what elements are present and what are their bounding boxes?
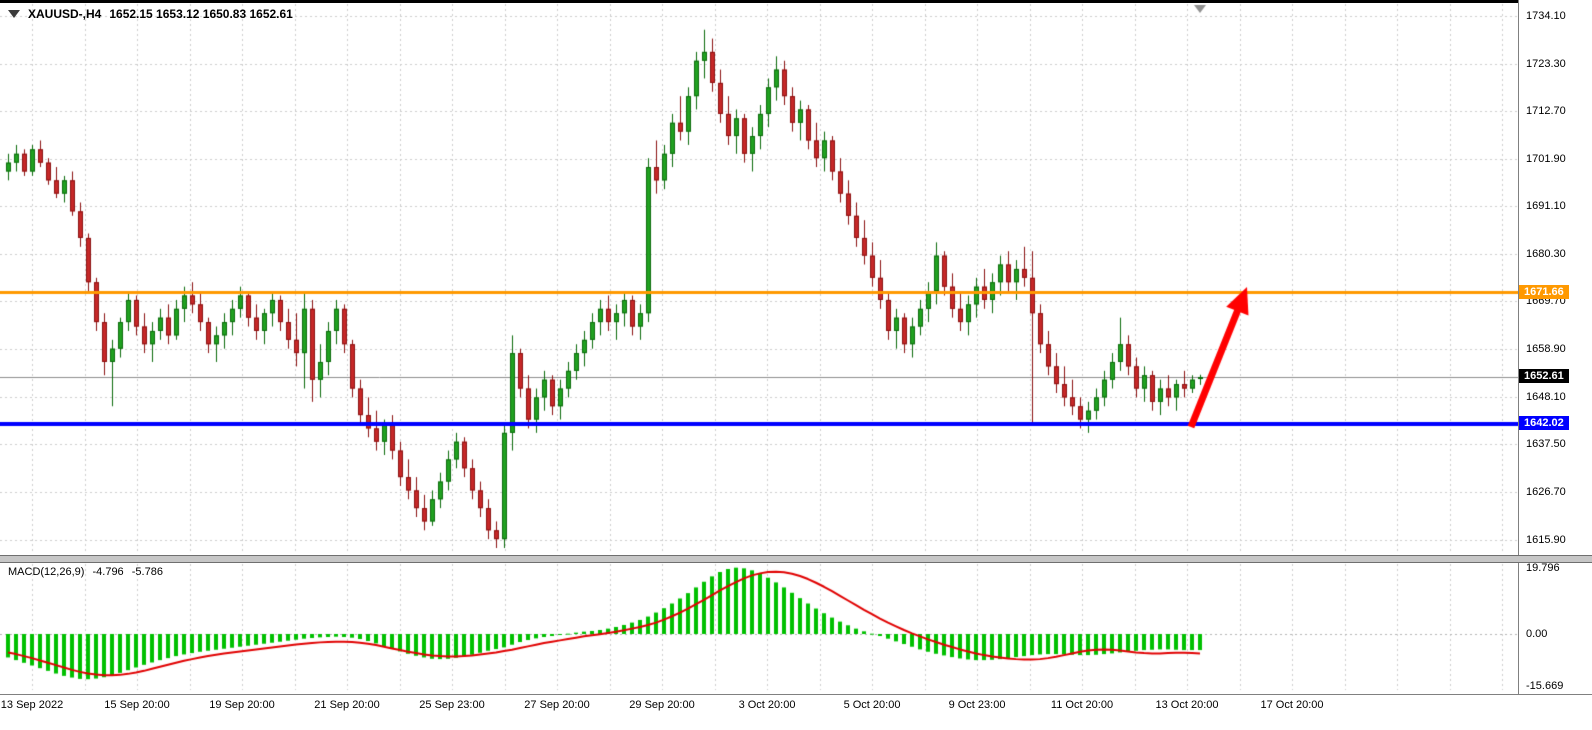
price-tick-label: 1723.30 [1526,57,1566,70]
ohlc-values: 1652.15 1653.12 1650.83 1652.61 [109,7,293,21]
time-tick-label: 21 Sep 20:00 [314,699,380,711]
panel-splitter[interactable] [0,555,1592,563]
time-tick-label: 3 Oct 20:00 [738,699,796,711]
time-axis[interactable]: 13 Sep 2022 15 Sep 20:00 19 Sep 20:00 21 Se… [0,694,1592,730]
time-tick-label: 19 Sep 20:00 [209,699,275,711]
time-tick-label: 5 Oct 20:00 [843,699,901,711]
price-tick-label: 1691.10 [1526,200,1566,213]
macd-signal-value: -5.786 [131,566,163,578]
macd-indicator-label: MACD(12,26,9) -4.796 -5.786 [8,566,168,578]
price-tick-label: 1648.10 [1526,390,1566,403]
price-tick-label: 1734.10 [1526,10,1566,22]
price-tick-label: 1637.50 [1526,437,1566,450]
support-price-badge: 1642.02 [1519,415,1569,430]
resistance-price-badge: 1671.66 [1519,284,1569,299]
time-tick-label: 17 Oct 20:00 [1260,699,1324,711]
time-tick-label: 29 Sep 20:00 [629,699,695,711]
time-tick-label: 9 Oct 23:00 [948,699,1006,711]
price-chart-canvas[interactable] [0,0,1518,694]
price-tick-label: 1712.70 [1526,104,1566,117]
time-tick-label: 27 Sep 20:00 [524,699,590,711]
symbol-timeframe-label: XAUUSD-,H4 [28,7,102,21]
macd-main-value: -4.796 [92,566,124,578]
symbol-info: XAUUSD-,H4 1652.15 1653.12 1650.83 1652.… [8,7,293,21]
price-axis[interactable]: 1671.66 1652.61 1642.02 1734.10 1723.30 17… [1518,0,1592,730]
one-click-trading-toggle-icon[interactable] [8,10,20,18]
time-tick-label: 15 Sep 20:00 [104,699,170,711]
macd-tick-label: 19.796 [1526,561,1560,574]
price-tick-label: 1701.90 [1526,152,1566,165]
time-tick-label: 25 Sep 23:00 [419,699,485,711]
time-tick-label: 13 Sep 2022 [0,699,64,711]
price-tick-label: 1615.90 [1526,533,1566,546]
macd-name: MACD(12,26,9) [8,566,85,578]
time-tick-label: 13 Oct 20:00 [1155,699,1219,711]
macd-tick-label: -15.669 [1526,680,1564,693]
price-tick-label: 1680.30 [1526,248,1566,261]
price-tick-label: 1626.70 [1526,485,1566,498]
macd-tick-label: 0.00 [1526,628,1548,640]
price-tick-label: 1658.90 [1526,343,1566,356]
time-tick-label: 11 Oct 20:00 [1050,699,1114,711]
last-price-badge: 1652.61 [1519,368,1569,383]
